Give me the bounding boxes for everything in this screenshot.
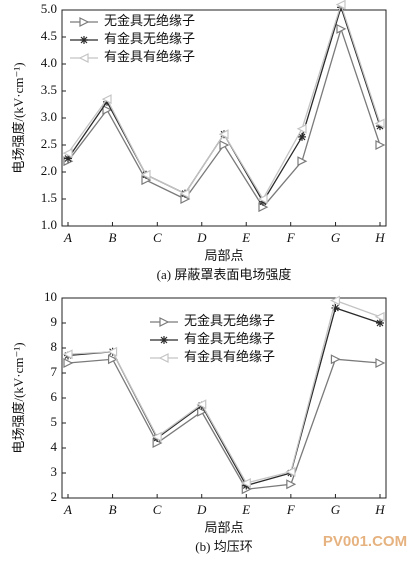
point-marker: [259, 197, 267, 206]
legend-label: 有金具无绝缘子: [184, 331, 275, 346]
x-tick-label: C: [153, 230, 162, 245]
y-tick-label: 2.5: [41, 136, 57, 151]
y-tick-label: 4: [51, 439, 58, 454]
y-tick-label: 7: [51, 364, 58, 379]
x-tick-label: E: [241, 502, 250, 517]
y-tick-label: 1.5: [41, 190, 57, 205]
point-marker: [62, 349, 73, 360]
legend-label: 有金具有绝缘子: [104, 49, 195, 64]
point-marker: [140, 169, 151, 180]
point-marker: [102, 104, 113, 115]
y-tick-label: 9: [51, 314, 58, 329]
point-marker: [63, 358, 74, 368]
y-tick-label: 2.0: [41, 163, 57, 178]
x-tick-label: H: [374, 502, 385, 517]
x-tick-label: D: [196, 230, 207, 245]
legend-marker: [159, 317, 170, 327]
series-line: [67, 299, 381, 484]
point-marker: [179, 188, 190, 199]
point-marker: [375, 358, 386, 368]
legend-label: 无金具无绝缘子: [184, 313, 275, 328]
point-marker: [64, 154, 72, 163]
point-marker: [240, 478, 251, 488]
y-tick-label: 5: [51, 414, 58, 429]
y-axis-label: 电场强度/(kV·cm⁻¹): [11, 342, 26, 453]
y-tick-label: 3.0: [41, 109, 57, 124]
legend-marker: [158, 353, 169, 363]
point-marker: [298, 132, 306, 141]
y-tick-label: 8: [51, 339, 58, 354]
y-axis-label: 电场强度/(kV·cm⁻¹): [11, 62, 26, 173]
x-tick-label: C: [153, 502, 162, 517]
x-tick-label: G: [331, 502, 341, 517]
point-marker: [336, 23, 347, 34]
chart-title: (a) 屏蔽罩表面电场强度: [157, 267, 292, 282]
point-marker: [374, 311, 385, 322]
legend-label: 有金具无绝缘子: [104, 31, 195, 46]
y-tick-label: 4.0: [41, 55, 57, 70]
point-marker: [330, 354, 341, 365]
plot-frame: [61, 297, 387, 499]
point-marker: [103, 97, 111, 106]
legend-label: 无金具无绝缘子: [104, 13, 195, 28]
legend-marker: [160, 336, 168, 344]
point-marker: [376, 122, 384, 131]
point-marker: [335, 0, 346, 10]
y-tick-label: 3: [51, 464, 58, 479]
point-marker: [219, 140, 230, 150]
point-marker: [107, 346, 118, 357]
y-tick-label: 6: [51, 389, 58, 404]
point-marker: [101, 94, 112, 105]
point-marker: [375, 140, 386, 150]
x-tick-label: F: [286, 502, 296, 517]
y-tick-label: 3.5: [41, 82, 57, 97]
x-tick-label: E: [241, 230, 250, 245]
x-tick-label: B: [108, 230, 116, 245]
y-tick-label: 10: [44, 289, 57, 304]
point-marker: [218, 129, 229, 140]
point-marker: [151, 431, 162, 442]
point-marker: [374, 118, 385, 129]
y-tick-label: 1.0: [41, 217, 57, 232]
point-marker: [107, 354, 118, 365]
point-marker: [286, 479, 297, 490]
legend-marker: [80, 36, 88, 44]
x-axis-label: 局部点: [204, 248, 243, 263]
point-marker: [376, 319, 384, 327]
point-marker: [62, 148, 73, 159]
legend-label: 有金具有绝缘子: [184, 349, 275, 364]
x-tick-label: H: [374, 230, 385, 245]
y-tick-label: 5.0: [41, 1, 57, 16]
point-marker: [297, 156, 308, 167]
x-tick-label: A: [63, 502, 72, 517]
point-marker: [296, 123, 307, 134]
point-marker: [285, 466, 296, 477]
watermark: PV001.COM: [323, 533, 407, 550]
point-marker: [330, 295, 341, 306]
point-marker: [337, 3, 345, 12]
x-tick-label: G: [331, 230, 341, 245]
x-axis-label: 局部点: [204, 520, 243, 535]
chart-title: (b) 均压环: [195, 539, 252, 554]
x-tick-label: A: [63, 230, 72, 245]
point-marker: [197, 406, 208, 417]
legend-marker: [79, 17, 90, 27]
y-tick-label: 2: [51, 489, 58, 504]
series-line: [67, 358, 381, 490]
y-tick-label: 4.5: [41, 28, 57, 43]
x-tick-label: F: [286, 230, 296, 245]
point-marker: [196, 399, 207, 410]
legend-marker: [78, 53, 89, 63]
x-tick-label: D: [196, 502, 207, 517]
point-marker: [257, 194, 268, 204]
point-marker: [331, 304, 340, 312]
x-tick-label: B: [109, 502, 117, 517]
